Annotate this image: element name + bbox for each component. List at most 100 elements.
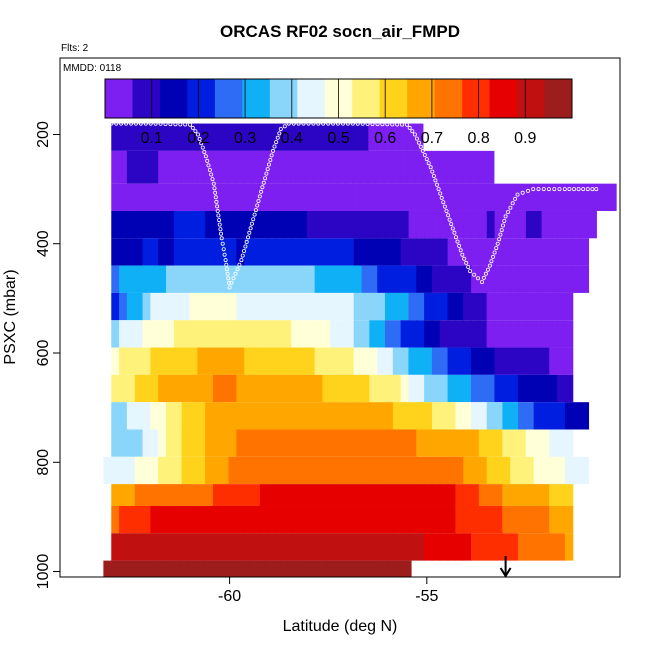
heatmap-cell-b0-c18 [251, 123, 260, 151]
heatmap-cell-b4-c24 [299, 238, 308, 266]
heatmap-cell-b12-c18 [244, 456, 253, 485]
heatmap-cell-b2-c45 [460, 183, 470, 211]
heatmap-cell-b10-c27 [322, 402, 331, 430]
track-point-7 [143, 121, 148, 126]
track-point-43 [220, 241, 225, 246]
heatmap-cell-b12-c13 [205, 456, 214, 485]
heatmap-cell-b5-c54 [533, 265, 543, 293]
heatmap-cell-b7-c58 [564, 320, 574, 348]
heatmap-cell-b7-c7 [166, 320, 175, 348]
heatmap-cell-b12-c61 [580, 456, 590, 485]
heatmap-cell-b11-c47 [478, 429, 488, 457]
heatmap-cell-b4-c23 [291, 238, 300, 266]
heatmap-cell-b9-c49 [494, 374, 503, 403]
heatmap-cell-b1-c11 [197, 150, 206, 184]
heatmap-cell-b9-c47 [478, 374, 488, 403]
track-point-178 [552, 187, 557, 192]
heatmap-cell-b15-c2 [126, 533, 136, 561]
heatmap-cell-b13-c38 [408, 484, 417, 506]
heatmap-cell-b12-c2 [119, 456, 128, 485]
heatmap-cell-b0-c35 [383, 123, 393, 151]
heatmap-cell-b2-c47 [476, 183, 485, 211]
heatmap-cell-b5-c14 [220, 265, 230, 293]
heatmap-cell-b1-c32 [361, 150, 370, 184]
heatmap-cell-b6-c4 [142, 292, 151, 321]
track-point-22 [200, 145, 205, 150]
y-tick-label-2: 600 [35, 340, 52, 367]
heatmap-cell-b13-c5 [150, 484, 159, 506]
heatmap-cell-b0-c25 [305, 123, 315, 151]
x-tick-label-0: -60 [218, 588, 241, 605]
heatmap-cell-b15-c10 [189, 533, 198, 561]
heatmap-cell-b16-c28 [318, 560, 327, 577]
heatmap-cell-b13-c55 [541, 484, 550, 506]
track-point-148 [468, 269, 473, 274]
track-point-184 [581, 187, 586, 192]
heatmap-cell-b16-c20 [257, 560, 266, 577]
heatmap-cell-b1-c18 [251, 150, 261, 184]
heatmap-cell-b2-c48 [484, 183, 493, 211]
heatmap-cell-b4-c34 [377, 238, 386, 266]
heatmap-cell-b7-c17 [244, 320, 253, 348]
track-point-36 [215, 208, 220, 213]
heatmap-cell-b9-c53 [525, 374, 535, 403]
heatmap-cell-b10-c25 [306, 402, 316, 430]
heatmap-cell-b2-c41 [429, 183, 439, 211]
track-point-58 [239, 258, 244, 263]
track-point-21 [199, 141, 204, 146]
heatmap-cell-b11-c36 [392, 429, 402, 457]
heatmap-cell-b9-c4 [142, 374, 151, 403]
heatmap-cell-b1-c47 [478, 150, 487, 184]
heatmap-cell-b8-c12 [205, 347, 214, 375]
heatmap-cell-b9-c36 [392, 374, 402, 403]
heatmap-cell-b8-c54 [533, 347, 542, 375]
heatmap-cell-b9-c26 [314, 374, 324, 403]
heatmap-cell-b1-c34 [376, 150, 386, 184]
heatmap-cell-b12-c29 [330, 456, 339, 485]
heatmap-cell-b13-c13 [212, 484, 222, 506]
heatmap-cell-b12-c53 [518, 456, 527, 485]
heatmap-cell-b6-c1 [119, 292, 128, 321]
track-point-118 [416, 140, 421, 145]
heatmap-cell-b14-c30 [345, 505, 355, 534]
heatmap-cell-b9-c22 [283, 374, 292, 403]
heatmap-cell-b11-c41 [431, 429, 441, 457]
heatmap-cell-b8-c15 [228, 347, 237, 375]
heatmap-cell-b11-c1 [119, 429, 128, 457]
colorbar-swatch-7 [297, 79, 326, 118]
heatmap-cell-b5-c12 [205, 265, 214, 293]
heatmap-cell-b10-c28 [330, 402, 339, 430]
heatmap-cell-b6-c17 [244, 292, 253, 321]
track-point-133 [442, 204, 447, 209]
heatmap-cell-b4-c7 [166, 238, 175, 266]
heatmap-cell-b14-c24 [298, 505, 308, 534]
heatmap-cell-b12-c23 [283, 456, 292, 485]
track-point-73 [259, 189, 264, 194]
track-point-49 [225, 271, 230, 276]
heatmap-cell-b4-c33 [369, 238, 378, 266]
track-point-107 [375, 122, 380, 127]
colorbar-swatch-16 [544, 79, 573, 118]
heatmap-cell-b14-c36 [392, 505, 402, 534]
heatmap-cell-b6-c10 [189, 292, 198, 321]
heatmap-cell-b15-c57 [557, 533, 566, 561]
heatmap-cell-b0-c15 [228, 123, 237, 151]
track-point-76 [263, 176, 268, 181]
heatmap-cell-b5-c43 [447, 265, 457, 293]
y-tick-label-3: 800 [35, 449, 52, 476]
heatmap-cell-b14-c25 [306, 505, 316, 534]
heatmap-cell-b7-c35 [384, 320, 394, 348]
heatmap-cell-b1-c36 [392, 150, 401, 184]
track-point-153 [483, 271, 488, 276]
track-point-146 [464, 260, 469, 265]
heatmap-cell-b15-c9 [181, 533, 191, 561]
track-point-167 [505, 210, 510, 215]
heatmap-cell-b2-c30 [344, 183, 353, 211]
heatmap-cell-b10-c39 [416, 402, 425, 430]
track-point-106 [370, 122, 375, 127]
colorbar-tick-label-1: 0.2 [187, 130, 209, 147]
heatmap-cell-b3-c46 [471, 210, 480, 239]
track-point-117 [414, 136, 419, 141]
heatmap-cell-b6-c22 [283, 292, 292, 321]
heatmap-cell-b1-c21 [275, 150, 284, 184]
